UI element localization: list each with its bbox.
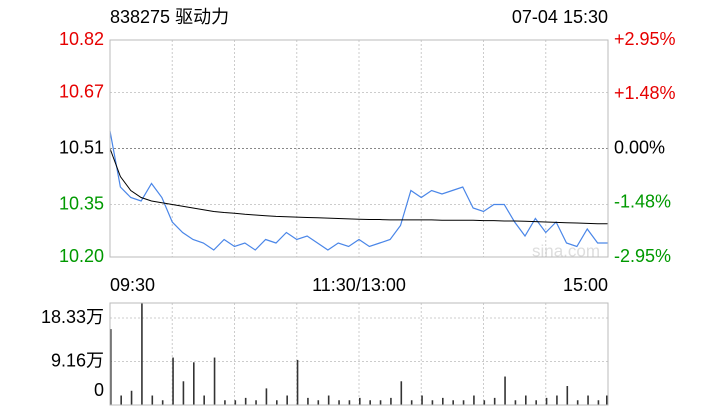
- volume-bar: [452, 400, 454, 405]
- y-tick-label: 10.82: [59, 29, 104, 49]
- volume-bar: [265, 388, 268, 405]
- volume-bar: [462, 400, 465, 405]
- volume-bar: [338, 400, 340, 405]
- volume-bar: [203, 395, 205, 405]
- timestamp: 07-04 15:30: [512, 7, 608, 27]
- volume-bar: [390, 397, 392, 405]
- y2-tick-label: +1.48%: [614, 83, 676, 103]
- volume-bar: [244, 397, 247, 405]
- volume-bar: [431, 400, 434, 405]
- y-tick-label: 10.67: [59, 81, 104, 101]
- price-line: [109, 148, 608, 225]
- volume-bar: [587, 395, 589, 405]
- volume-bar: [379, 400, 382, 405]
- volume-bar: [130, 390, 133, 405]
- volume-bar: [161, 400, 164, 405]
- y-tick-label: 10.51: [59, 137, 104, 157]
- y2-tick-label: +2.95%: [614, 29, 676, 49]
- y-tick-label: 10.35: [59, 193, 104, 213]
- volume-bar: [525, 395, 527, 405]
- volume-bar: [317, 400, 320, 405]
- volume-bar: [213, 357, 216, 405]
- y-tick-label: 9.16万: [51, 350, 104, 370]
- watermark: sina.com: [532, 241, 600, 260]
- y2-tick-label: 0.00%: [614, 137, 665, 157]
- volume-bar: [493, 397, 496, 405]
- y-tick-label: 18.33万: [41, 307, 104, 327]
- plot-frame: [109, 302, 609, 406]
- x-tick-label: 09:30: [110, 275, 155, 295]
- volume-bar: [556, 395, 558, 405]
- x-tick-label: 15:00: [563, 275, 608, 295]
- y2-tick-label: -2.95%: [614, 246, 671, 266]
- volume-bar: [400, 381, 403, 405]
- volume-bar: [120, 395, 122, 405]
- volume-bar: [172, 357, 174, 405]
- volume-bar: [151, 395, 154, 405]
- y2-tick-label: -1.48%: [614, 192, 671, 212]
- volume-bar: [597, 400, 600, 405]
- volume-bar: [514, 400, 517, 405]
- x-tick-label: 11:30/13:00: [312, 275, 406, 295]
- y-tick-label: 0: [94, 380, 104, 400]
- volume-bar: [545, 397, 548, 405]
- y-tick-label: 10.20: [59, 246, 104, 266]
- volume-bar: [566, 386, 569, 405]
- volume-bar: [193, 362, 195, 405]
- volume-bar: [473, 395, 475, 405]
- volume-bar: [410, 400, 413, 405]
- volume-bar: [286, 395, 288, 405]
- volume-bar: [296, 359, 299, 405]
- volume-bar: [276, 400, 278, 405]
- price-line: [109, 130, 608, 251]
- volume-bar: [110, 329, 112, 405]
- volume-bar: [369, 400, 371, 405]
- volume-bar: [141, 303, 143, 405]
- volume-bar: [576, 400, 579, 405]
- volume-bar: [182, 381, 185, 405]
- volume-bar: [483, 400, 486, 405]
- volume-bar: [442, 397, 444, 405]
- volume-bar: [255, 400, 257, 405]
- volume-bar: [234, 400, 237, 405]
- volume-bar: [421, 395, 423, 405]
- volume-bar: [327, 395, 330, 405]
- plot-frame: [109, 39, 609, 258]
- volume-bar: [224, 400, 226, 405]
- volume-bar: [359, 397, 361, 405]
- chart-title: 838275 驱动力: [110, 7, 229, 27]
- volume-bar: [606, 395, 608, 405]
- volume-bar: [307, 397, 309, 405]
- volume-bar: [535, 400, 537, 405]
- volume-bar: [348, 400, 351, 405]
- volume-bar: [504, 376, 506, 405]
